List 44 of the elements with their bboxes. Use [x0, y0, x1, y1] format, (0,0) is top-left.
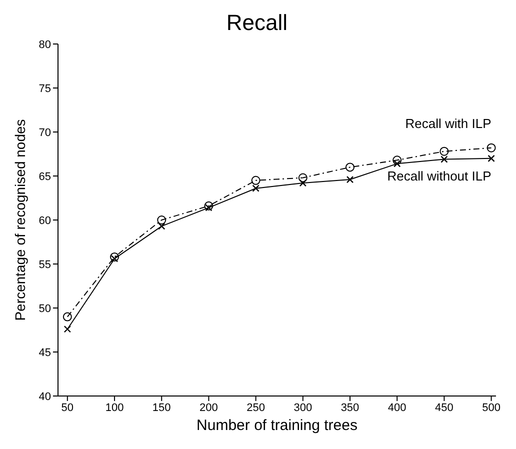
point	[488, 154, 495, 162]
x-tick-label: 50	[61, 402, 74, 414]
y-tick-label: 70	[38, 126, 51, 139]
point	[440, 146, 449, 156]
point	[392, 156, 402, 165]
point	[486, 143, 496, 152]
y-tick-label: 45	[38, 346, 51, 359]
y-tick-label: 80	[38, 38, 51, 51]
y-tick-label: 60	[38, 214, 51, 227]
x-tick-label: 100	[105, 402, 124, 414]
point	[299, 179, 307, 187]
point	[251, 176, 260, 185]
point	[205, 204, 212, 212]
point	[110, 252, 120, 262]
x-tick-label: 400	[388, 402, 406, 414]
point	[62, 312, 72, 322]
point	[158, 222, 166, 230]
y-tick-label: 65	[38, 170, 51, 183]
x-tick-label: 450	[435, 402, 454, 414]
point	[393, 160, 401, 168]
chart-title: Recall	[225, 9, 289, 37]
point	[346, 162, 354, 172]
x-axis-title: Number of training trees	[196, 417, 358, 434]
x-tick-label: 250	[246, 402, 265, 414]
x-tick-label: 150	[152, 402, 171, 414]
series-label: Recall with ILP	[405, 116, 492, 131]
x-tick-label: 500	[482, 402, 500, 414]
point	[440, 156, 448, 163]
y-tick-label: 50	[38, 302, 51, 315]
point	[157, 216, 166, 224]
y-tick-label: 75	[38, 82, 51, 95]
x-tick-label: 350	[340, 402, 360, 414]
point	[204, 201, 214, 210]
point	[346, 176, 354, 184]
y-tick-label: 40	[38, 390, 51, 403]
point	[110, 255, 118, 262]
y-axis-title: Percentage of recognised nodes	[12, 119, 28, 321]
series-label: Recall without ILP	[387, 168, 492, 184]
x-tick-label: 300	[294, 402, 312, 414]
y-tick-label: 55	[38, 258, 51, 271]
x-tick-label: 200	[200, 402, 218, 414]
point	[298, 173, 308, 182]
point	[252, 184, 260, 192]
point	[64, 326, 72, 333]
